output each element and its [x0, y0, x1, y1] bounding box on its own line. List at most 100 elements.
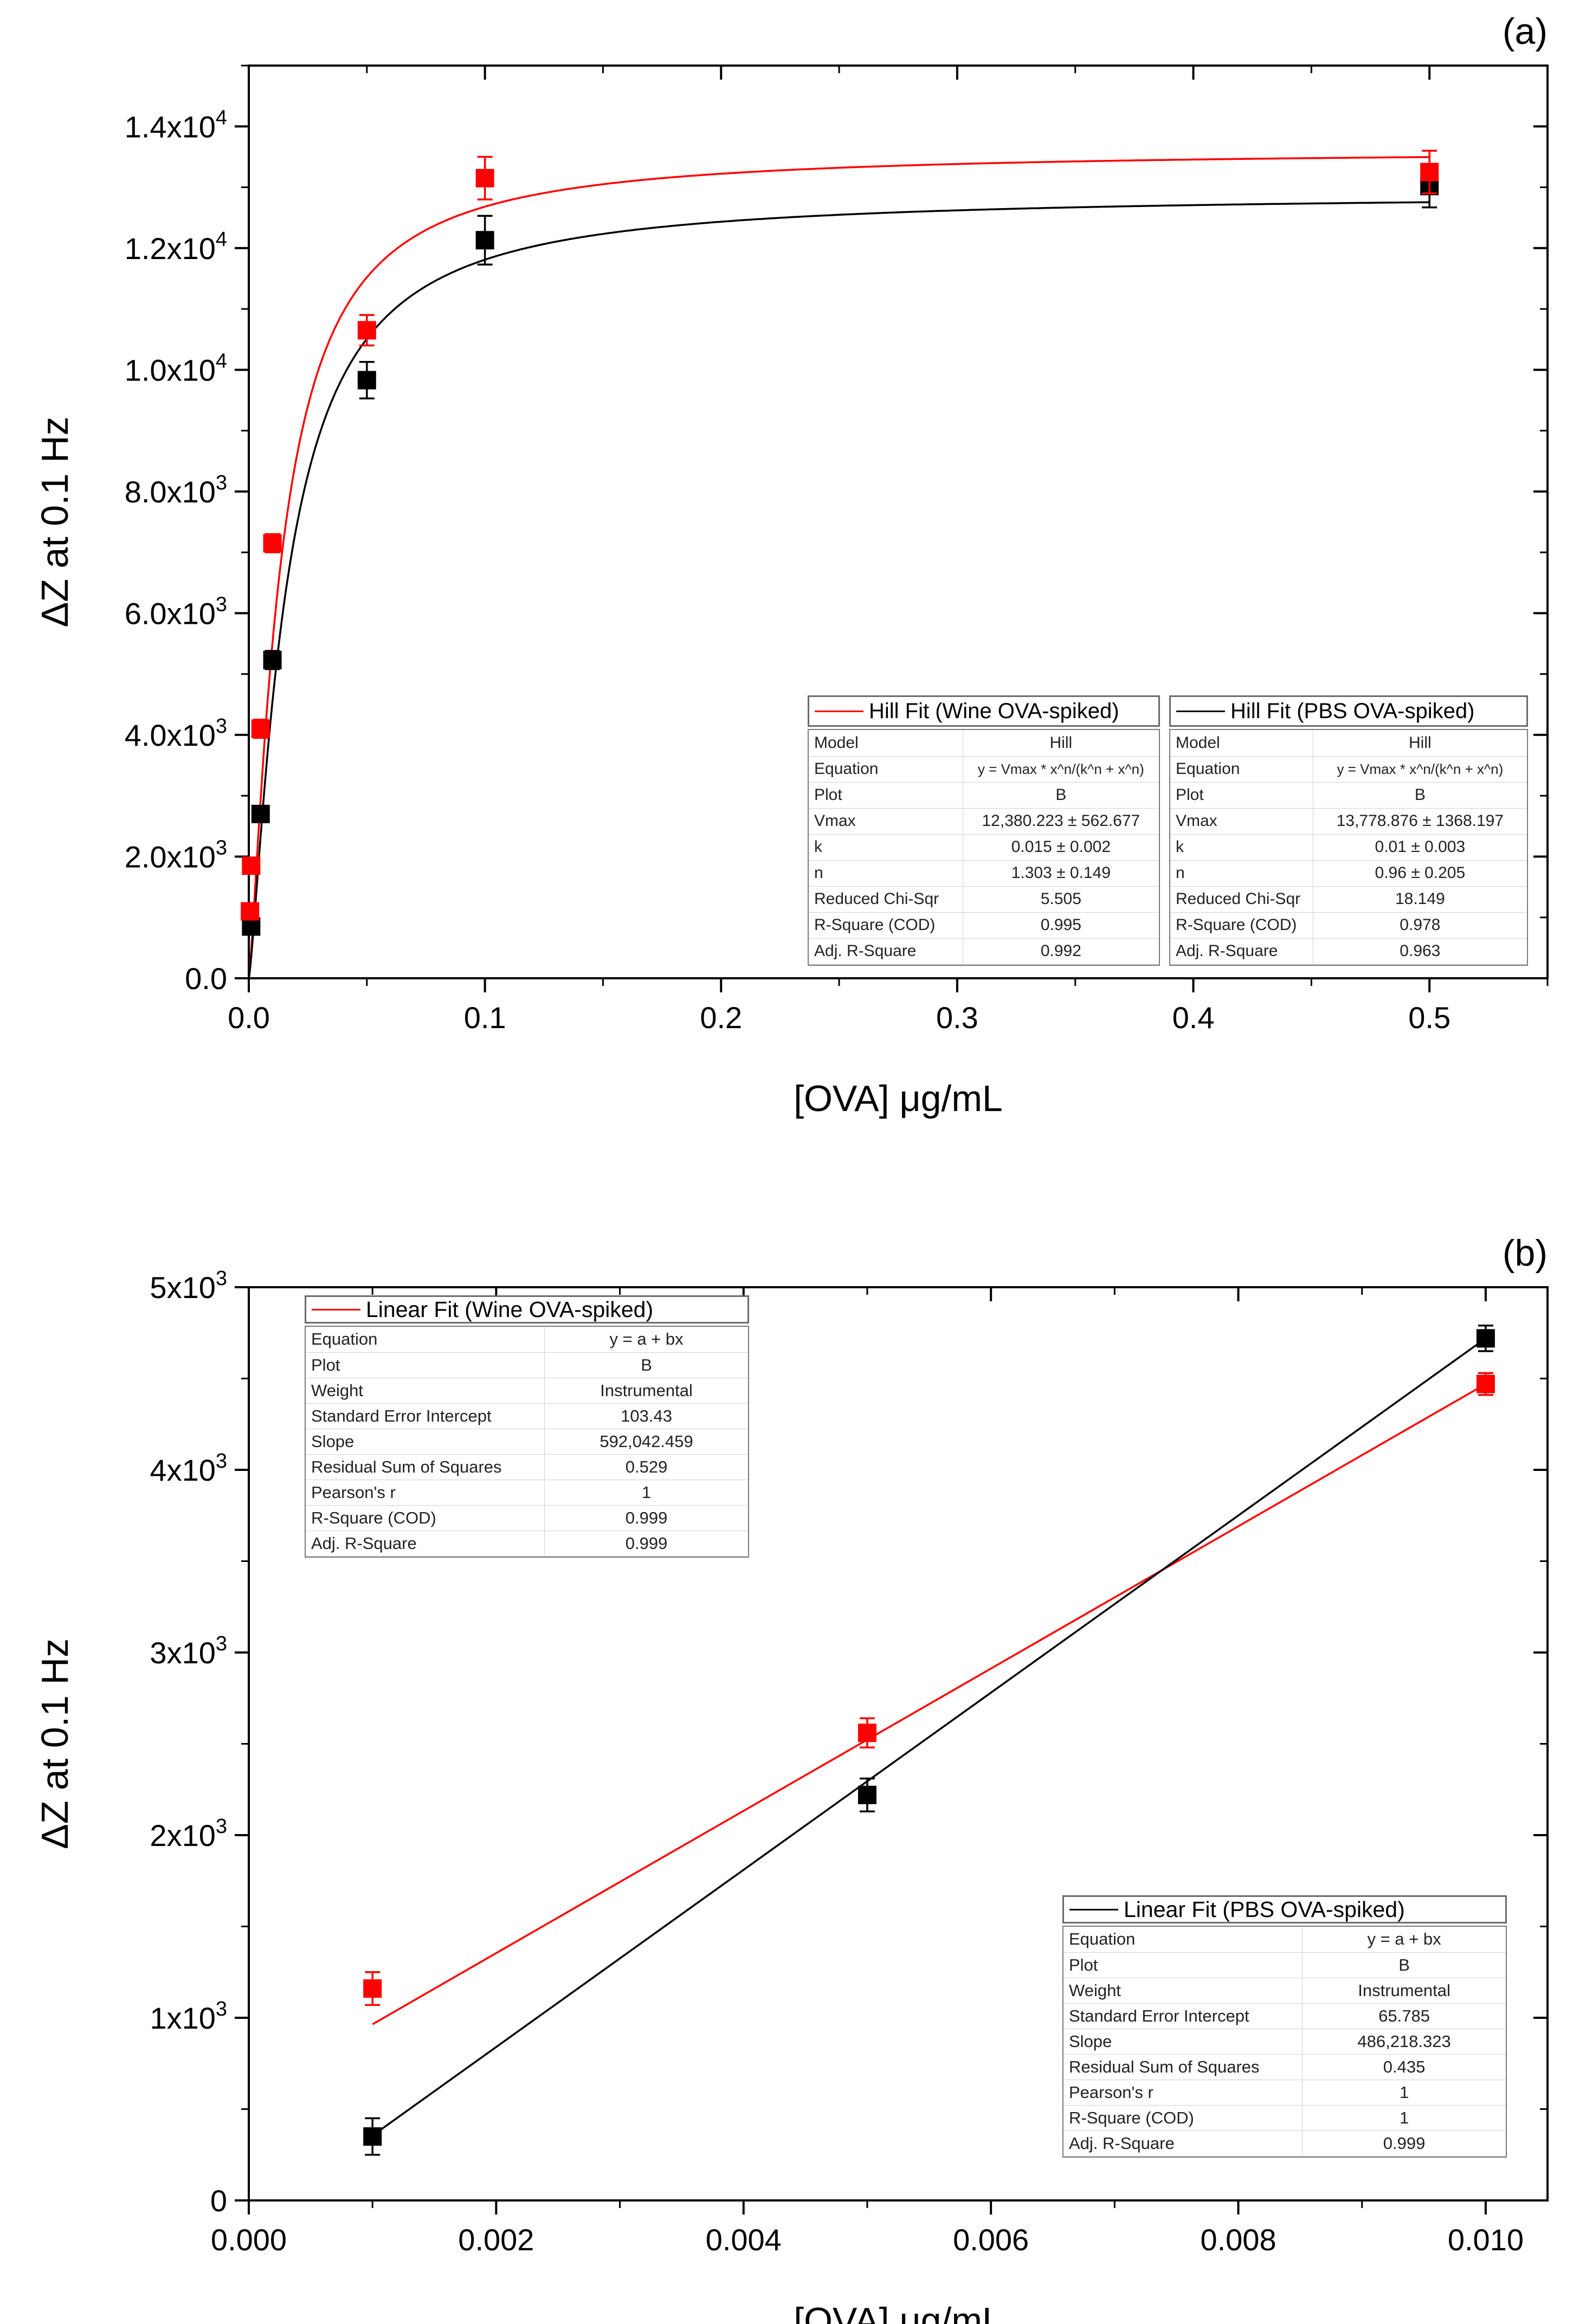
legend: Hill Fit (Wine OVA-spiked): [808, 695, 1160, 727]
param-name: R-Square (COD): [1063, 2105, 1303, 2131]
param-name: Vmax: [1170, 808, 1313, 835]
table-row: Equation y = a + bx: [306, 1327, 748, 1353]
y-tick-label: 0.0: [185, 961, 227, 996]
data-point-wine: [242, 856, 261, 875]
param-value: 5.505: [962, 886, 1159, 913]
x-tick-label: 0.0: [228, 1000, 270, 1035]
param-value: Hill: [1312, 730, 1527, 757]
table-row: n 0.96 ± 0.205: [1170, 860, 1527, 887]
param-value: 12,380.223 ± 562.677: [962, 808, 1159, 835]
param-name: k: [1170, 834, 1313, 861]
param-value: 18.149: [1312, 886, 1527, 913]
x-tick-label: 0.000: [211, 2223, 287, 2257]
param-value: 13,778.876 ± 1368.197: [1312, 808, 1527, 835]
table-row: Adj. R-Square 0.999: [306, 1531, 748, 1557]
param-value: B: [962, 782, 1159, 809]
table-row: Model Hill: [1170, 730, 1527, 757]
x-tick-label: 0.008: [1200, 2223, 1276, 2257]
param-name: Reduced Chi-Sqr: [1170, 886, 1313, 913]
legend-label: Linear Fit (PBS OVA-spiked): [1124, 1896, 1405, 1922]
y-axis-title: ΔZ at 0.1 Hz: [34, 1638, 76, 1849]
table-row: Plot B: [809, 782, 1159, 809]
param-name: Standard Error Intercept: [1063, 2003, 1303, 2029]
param-value: 0.999: [544, 1531, 748, 1557]
param-value: 1: [544, 1480, 748, 1506]
param-value: 0.978: [1312, 912, 1527, 939]
x-axis-title: [OVA] μg/mL: [794, 1078, 1003, 1119]
data-point-wine: [263, 534, 282, 553]
fit-panel-b-pbs: Linear Fit (PBS OVA-spiked) Equation y = a…: [1062, 1895, 1507, 2158]
param-name: Slope: [306, 1429, 545, 1455]
x-axis-title: [OVA] μg/mL: [794, 2300, 1003, 2324]
y-tick-label: 4.0x103: [125, 715, 227, 752]
x-tick-label: 0.1: [464, 1000, 506, 1035]
param-value: Instrumental: [544, 1378, 748, 1404]
fit-panel-a-pbs: Hill Fit (PBS OVA-spiked) Model Hill Equati…: [1169, 695, 1528, 966]
table-row: Equation y = a + bx: [1063, 1927, 1506, 1953]
panel-label: (a): [1503, 11, 1548, 52]
data-point-pbs: [475, 231, 494, 250]
table-row: R-Square (COD) 0.999: [306, 1505, 748, 1531]
param-value: 1.303 ± 0.149: [962, 860, 1159, 887]
panel-label: (b): [1503, 1232, 1548, 1274]
table-row: Residual Sum of Squares 0.529: [306, 1454, 748, 1480]
param-value: 1: [1302, 2105, 1506, 2131]
param-name: Adj. R-Square: [1170, 938, 1313, 965]
param-value: 0.529: [544, 1454, 748, 1480]
fit-results-table: Model Hill Equation y = Vmax * x^n/(k^n + x…: [1170, 730, 1527, 965]
table-row: Adj. R-Square 0.999: [1063, 2131, 1506, 2157]
table-row: Standard Error Intercept 103.43: [306, 1403, 748, 1429]
param-name: Equation: [1063, 1927, 1303, 1953]
fit-panel-b-wine: Linear Fit (Wine OVA-spiked) Equation y = …: [305, 1295, 749, 1558]
param-name: Standard Error Intercept: [306, 1403, 545, 1429]
y-tick-label: 0: [210, 2184, 227, 2218]
table-row: Adj. R-Square 0.992: [809, 938, 1159, 965]
data-point-pbs: [263, 650, 282, 669]
fit-results-table: Equation y = a + bx Plot B Weight Instrumenta…: [306, 1327, 748, 1557]
chart-panel-a: 0.0 0.1 0.2 0.3 0.4 0.5 0.0 2.0x103 4.0x103 6.0x1…: [34, 11, 1549, 1119]
x-tick-label: 0.006: [953, 2223, 1029, 2257]
data-point-wine: [858, 1723, 876, 1742]
legend: Linear Fit (PBS OVA-spiked): [1062, 1895, 1507, 1923]
y-tick-label: 2.0x103: [125, 836, 227, 874]
fit-line-wine: [372, 1383, 1486, 2025]
param-value: 0.963: [1312, 938, 1527, 965]
table-row: Reduced Chi-Sqr 5.505: [809, 886, 1159, 913]
param-value: B: [1312, 782, 1527, 809]
data-point-wine: [357, 321, 376, 340]
param-value: 0.01 ± 0.003: [1312, 834, 1527, 861]
table-row: Weight Instrumental: [1063, 1978, 1506, 2004]
table-row: R-Square (COD) 0.995: [809, 912, 1159, 939]
param-value: B: [1302, 1952, 1506, 1978]
legend-line-swatch: [312, 1308, 360, 1311]
legend-label: Hill Fit (Wine OVA-spiked): [869, 699, 1119, 723]
param-value: B: [544, 1352, 748, 1378]
param-name: Equation: [809, 756, 963, 783]
param-name: Residual Sum of Squares: [1063, 2054, 1303, 2080]
y-tick-label: 4x103: [150, 1450, 227, 1487]
table-row: R-Square (COD) 0.978: [1170, 912, 1527, 939]
table-row: Model Hill: [809, 730, 1159, 757]
legend-label: Linear Fit (Wine OVA-spiked): [366, 1296, 654, 1322]
table-row: Slope 486,218.323: [1063, 2029, 1506, 2055]
param-name: Pearson's r: [306, 1480, 545, 1506]
param-value: 0.992: [962, 938, 1159, 965]
param-value: 486,218.323: [1302, 2029, 1506, 2055]
table-row: k 0.01 ± 0.003: [1170, 834, 1527, 861]
param-name: k: [809, 834, 963, 861]
y-tick-label: 1.2x104: [125, 228, 227, 266]
param-name: Weight: [1063, 1978, 1303, 2004]
y-tick-label: 1x103: [150, 1998, 227, 2035]
table-row: Equation y = Vmax * x^n/(k^n + x^n): [809, 756, 1159, 783]
table-row: k 0.015 ± 0.002: [809, 834, 1159, 861]
param-name: Weight: [306, 1378, 545, 1404]
param-value: 0.435: [1302, 2054, 1506, 2080]
table-row: Plot B: [306, 1352, 748, 1378]
param-name: Plot: [1063, 1952, 1303, 1978]
legend-line-swatch: [1176, 710, 1225, 712]
param-value: 0.96 ± 0.205: [1312, 860, 1527, 887]
param-name: n: [809, 860, 963, 887]
